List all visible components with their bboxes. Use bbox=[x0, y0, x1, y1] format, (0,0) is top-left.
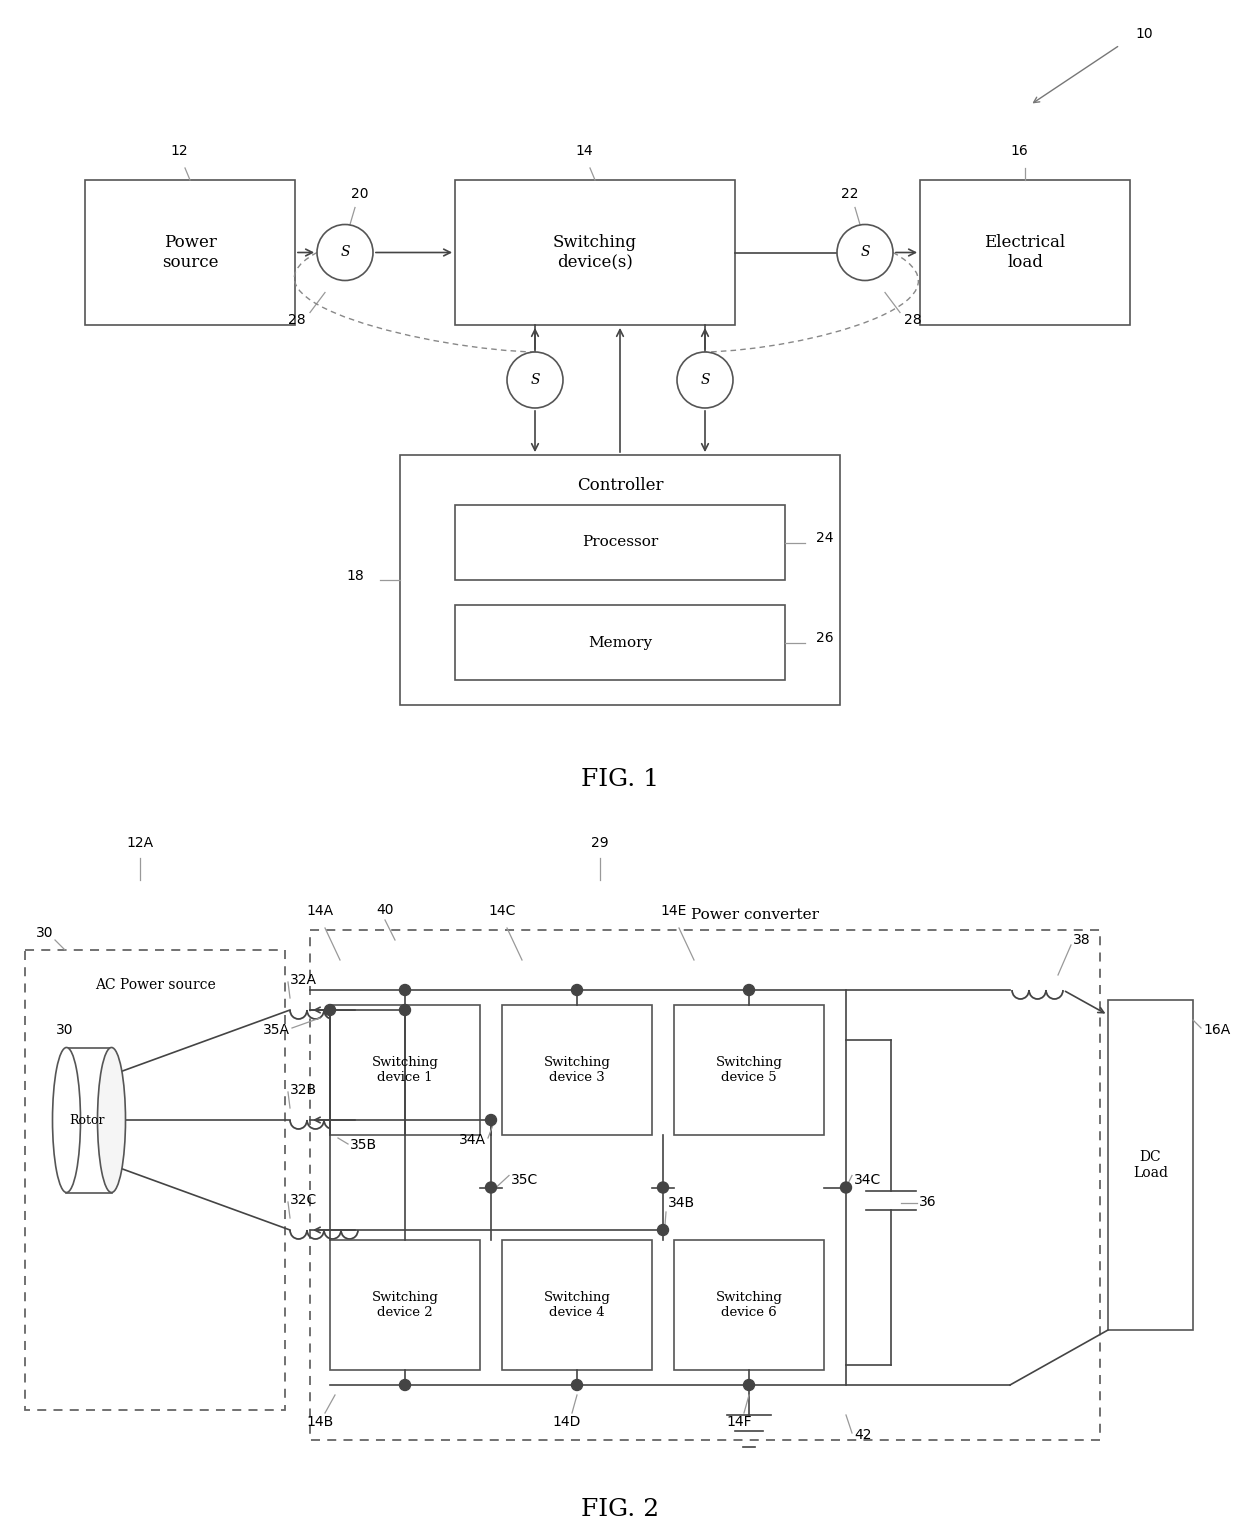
Bar bbox=[67, 1048, 112, 1192]
Text: 12A: 12A bbox=[126, 836, 154, 849]
Circle shape bbox=[572, 1379, 583, 1390]
Text: AC Power source: AC Power source bbox=[94, 978, 216, 992]
Text: Rotor: Rotor bbox=[69, 1114, 104, 1126]
Ellipse shape bbox=[52, 1048, 81, 1192]
Text: S: S bbox=[701, 373, 709, 387]
Text: 14E: 14E bbox=[661, 905, 687, 919]
Circle shape bbox=[399, 1005, 410, 1015]
Text: 28: 28 bbox=[904, 313, 921, 327]
Bar bbox=[310, 929, 1100, 1441]
Bar bbox=[502, 1240, 652, 1370]
Text: Controller: Controller bbox=[577, 476, 663, 493]
Text: Switching
device 2: Switching device 2 bbox=[372, 1290, 439, 1319]
Circle shape bbox=[572, 985, 583, 995]
Text: Memory: Memory bbox=[588, 636, 652, 650]
Text: Power converter: Power converter bbox=[691, 908, 818, 922]
Circle shape bbox=[657, 1183, 668, 1193]
Text: 29: 29 bbox=[591, 836, 609, 849]
Text: 10: 10 bbox=[1135, 28, 1153, 41]
Text: 34B: 34B bbox=[668, 1197, 696, 1210]
Circle shape bbox=[841, 1183, 852, 1193]
Text: FIG. 1: FIG. 1 bbox=[582, 768, 658, 791]
Text: 20: 20 bbox=[351, 186, 368, 201]
Text: 16A: 16A bbox=[1203, 1023, 1230, 1037]
Text: Switching
device 6: Switching device 6 bbox=[715, 1290, 782, 1319]
Text: 24: 24 bbox=[816, 531, 833, 545]
Text: 40: 40 bbox=[376, 903, 394, 917]
Text: 18: 18 bbox=[346, 568, 363, 584]
Text: 16: 16 bbox=[1011, 144, 1028, 158]
Text: Switching
device 5: Switching device 5 bbox=[715, 1057, 782, 1084]
Text: Switching
device 1: Switching device 1 bbox=[372, 1057, 439, 1084]
Text: 32A: 32A bbox=[290, 972, 317, 988]
Text: 32B: 32B bbox=[290, 1083, 317, 1097]
Text: DC
Load: DC Load bbox=[1133, 1150, 1168, 1180]
Bar bbox=[455, 505, 785, 581]
Bar bbox=[1109, 1000, 1193, 1330]
Circle shape bbox=[486, 1115, 496, 1126]
Text: 14A: 14A bbox=[306, 905, 334, 919]
Text: 38: 38 bbox=[1073, 932, 1091, 948]
Circle shape bbox=[486, 1183, 496, 1193]
Ellipse shape bbox=[98, 1048, 125, 1192]
Text: Switching
device 4: Switching device 4 bbox=[543, 1290, 610, 1319]
Circle shape bbox=[507, 352, 563, 409]
Text: 14D: 14D bbox=[553, 1415, 582, 1428]
Text: 22: 22 bbox=[841, 186, 859, 201]
Text: S: S bbox=[861, 246, 869, 260]
Text: Power
source: Power source bbox=[161, 233, 218, 270]
Text: 14F: 14F bbox=[727, 1415, 751, 1428]
Circle shape bbox=[325, 1005, 336, 1015]
Text: 42: 42 bbox=[854, 1428, 872, 1442]
Circle shape bbox=[399, 985, 410, 995]
Text: 14C: 14C bbox=[489, 905, 516, 919]
Bar bbox=[502, 1005, 652, 1135]
Text: 14B: 14B bbox=[306, 1415, 334, 1428]
Bar bbox=[330, 1005, 480, 1135]
Bar bbox=[675, 1240, 825, 1370]
Circle shape bbox=[317, 224, 373, 281]
Bar bbox=[86, 180, 295, 326]
Text: Switching
device(s): Switching device(s) bbox=[553, 233, 637, 270]
Text: 35B: 35B bbox=[350, 1138, 377, 1152]
Bar bbox=[25, 949, 285, 1410]
Bar bbox=[675, 1005, 825, 1135]
Bar bbox=[455, 180, 735, 326]
Bar bbox=[455, 605, 785, 680]
Text: 14: 14 bbox=[575, 144, 593, 158]
Text: 12: 12 bbox=[170, 144, 187, 158]
Text: 28: 28 bbox=[288, 313, 306, 327]
Circle shape bbox=[744, 985, 754, 995]
Text: Electrical
load: Electrical load bbox=[985, 233, 1065, 270]
Text: 35C: 35C bbox=[511, 1172, 538, 1186]
Circle shape bbox=[399, 1379, 410, 1390]
Bar bbox=[920, 180, 1130, 326]
Text: 34A: 34A bbox=[459, 1134, 486, 1147]
Circle shape bbox=[677, 352, 733, 409]
Circle shape bbox=[837, 224, 893, 281]
Text: 26: 26 bbox=[816, 631, 833, 645]
Text: Processor: Processor bbox=[582, 536, 658, 550]
Circle shape bbox=[744, 1379, 754, 1390]
Text: 35A: 35A bbox=[263, 1023, 290, 1037]
Text: S: S bbox=[340, 246, 350, 260]
Text: 30: 30 bbox=[56, 1023, 73, 1037]
Text: Switching
device 3: Switching device 3 bbox=[543, 1057, 610, 1084]
Text: FIG. 2: FIG. 2 bbox=[580, 1499, 660, 1522]
Bar bbox=[401, 455, 839, 705]
Circle shape bbox=[657, 1224, 668, 1235]
Text: 36: 36 bbox=[919, 1195, 936, 1209]
Text: 34C: 34C bbox=[854, 1172, 882, 1186]
Text: S: S bbox=[531, 373, 539, 387]
Bar bbox=[330, 1240, 480, 1370]
Text: 32C: 32C bbox=[290, 1193, 317, 1207]
Text: 30: 30 bbox=[36, 926, 53, 940]
